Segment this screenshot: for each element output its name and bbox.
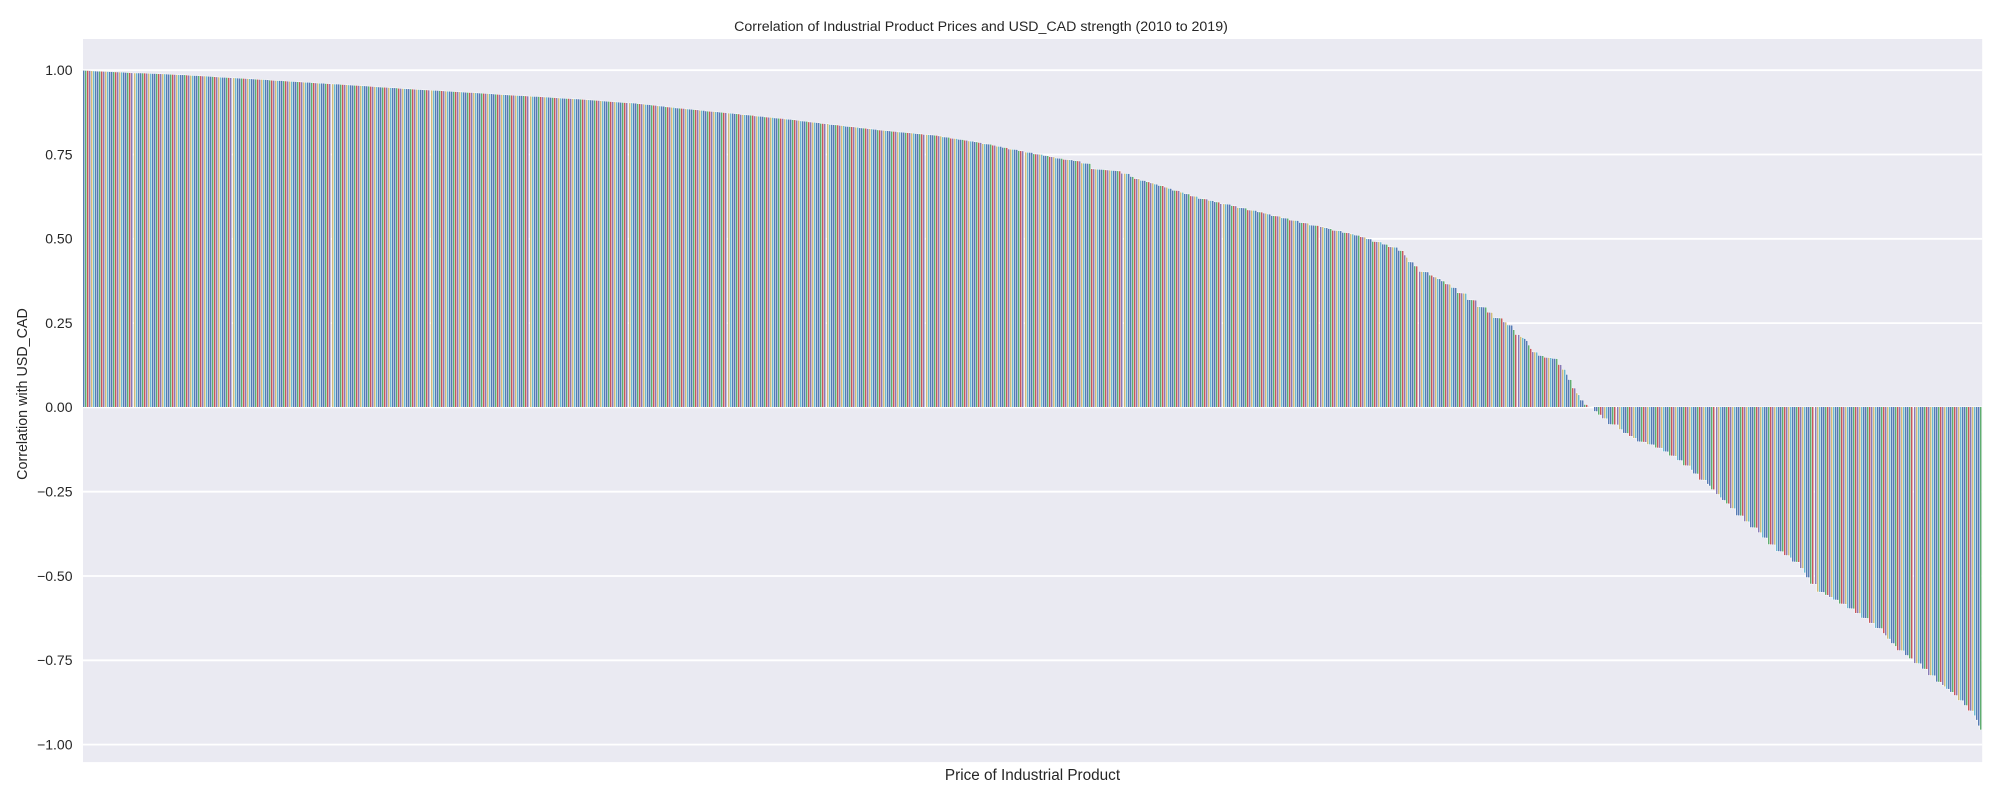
svg-text:0.25: 0.25 [45, 315, 72, 331]
svg-text:Correlation of Industrial Prod: Correlation of Industrial Product Prices… [734, 19, 1228, 35]
svg-text:Correlation with USD_CAD: Correlation with USD_CAD [15, 308, 31, 480]
svg-text:0.75: 0.75 [45, 146, 72, 162]
svg-text:1.00: 1.00 [45, 62, 72, 78]
svg-text:−0.50: −0.50 [37, 568, 73, 584]
svg-text:−0.75: −0.75 [37, 652, 73, 668]
svg-text:−1.00: −1.00 [37, 736, 73, 752]
svg-text:0.00: 0.00 [45, 399, 72, 415]
svg-text:−0.25: −0.25 [37, 484, 73, 500]
svg-text:Price of Industrial Product: Price of Industrial Product [945, 767, 1121, 784]
svg-text:0.50: 0.50 [45, 231, 72, 247]
